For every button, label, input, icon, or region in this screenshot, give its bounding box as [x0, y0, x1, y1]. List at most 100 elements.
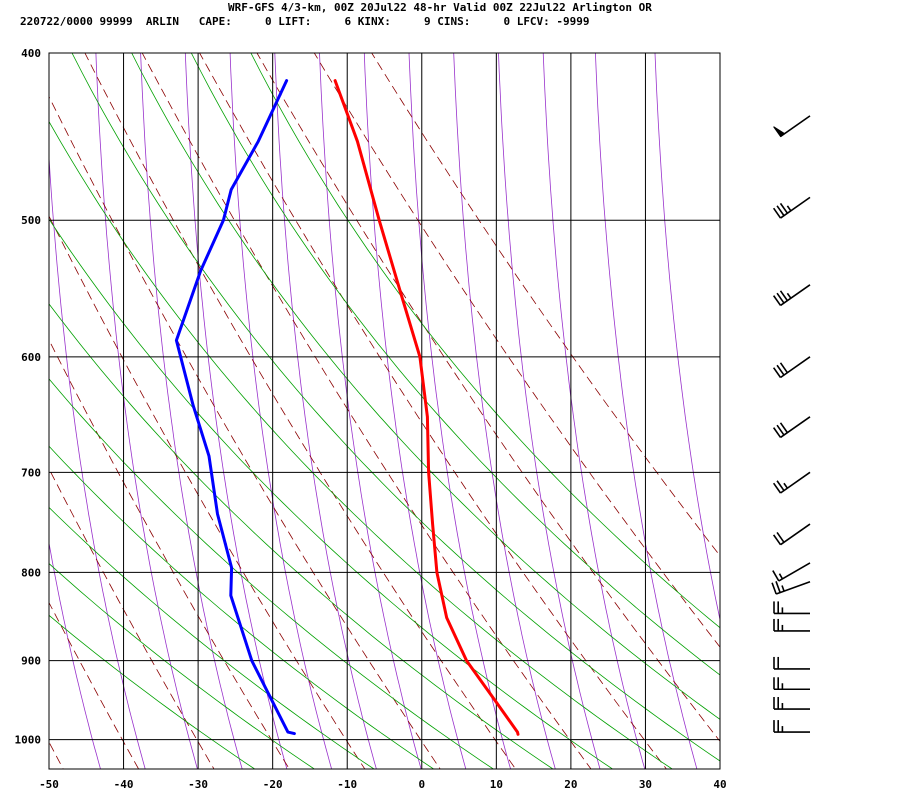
wind-barb: [773, 601, 810, 615]
wind-barb-pennant: [773, 126, 786, 138]
moist-adiabat-line: [49, 120, 673, 769]
wind-barb: [773, 697, 810, 710]
x-tick-label: 0: [418, 778, 425, 791]
wind-barb-half-flag: [786, 205, 792, 212]
wind-barb-half-flag: [786, 292, 792, 299]
wind-barb: [772, 471, 811, 494]
wind-barb-half-flag: [781, 585, 785, 592]
x-tick-label: 40: [713, 778, 726, 791]
mixing-ratio-line: [542, 53, 646, 769]
wind-barb: [772, 284, 811, 307]
y-tick-label: 600: [21, 351, 41, 364]
x-tick-label: -20: [263, 778, 283, 791]
dry-adiabat-line: [49, 215, 366, 769]
dry-adiabat-line: [141, 53, 592, 769]
wind-barb: [773, 677, 810, 691]
y-tick-label: 700: [21, 466, 41, 479]
mixing-ratio-line: [229, 53, 333, 769]
moist-adiabat-line: [71, 53, 720, 762]
x-tick-label: -30: [188, 778, 208, 791]
x-tick-label: -40: [114, 778, 134, 791]
wind-barb-flag: [776, 292, 785, 304]
mixing-ratio-line: [274, 53, 377, 769]
wind-barb: [773, 720, 810, 733]
dry-adiabat-line: [256, 53, 720, 742]
wind-barb: [773, 115, 811, 138]
wind-barb-half-flag: [778, 573, 784, 580]
wind-barb: [772, 416, 811, 439]
wind-barb-staff: [780, 471, 811, 494]
wind-barb-staff: [780, 356, 811, 379]
x-tick-label: -50: [39, 778, 59, 791]
dry-adiabat-line: [313, 53, 720, 648]
dry-adiabat-line: [49, 95, 441, 769]
mixing-ratio-line: [95, 53, 198, 769]
model-run-title: WRF-GFS 4/3-km, 00Z 20Jul22 48-hr Valid …: [228, 1, 652, 14]
sounding-indices-line: 220722/0000 99999 ARLIN CAPE: 0 LIFT: 6 …: [20, 15, 590, 28]
wind-barb: [771, 580, 811, 595]
x-tick-label: 10: [490, 778, 503, 791]
wind-barb-flag: [779, 290, 789, 302]
moist-adiabat-line: [250, 53, 720, 629]
wind-barb: [772, 196, 811, 219]
wind-barb-flag: [772, 367, 782, 378]
wind-barb-flag: [776, 364, 785, 376]
moist-adiabat-line: [49, 378, 495, 769]
wind-barb-flag: [776, 531, 785, 543]
wind-barb-flag: [776, 205, 785, 217]
dry-adiabat-line: [371, 53, 720, 557]
wind-barb-flag: [772, 207, 782, 219]
dry-adiabat-line: [49, 467, 215, 769]
x-tick-label: 30: [639, 778, 652, 791]
dry-adiabat-line: [49, 741, 64, 769]
wind-barb: [772, 523, 811, 546]
wind-barb-staff: [775, 580, 811, 595]
y-tick-label: 500: [21, 214, 41, 227]
wind-barb-column: [771, 115, 811, 733]
mixing-ratio-line: [363, 53, 467, 769]
mixing-ratio-line: [594, 53, 698, 769]
moist-adiabat-line: [49, 445, 435, 769]
wind-barb-flag: [771, 582, 777, 595]
temperature-line: [333, 79, 520, 736]
moist-adiabat-line: [49, 614, 256, 769]
moist-adiabat-line: [49, 506, 375, 769]
axis-layer: -50 -40 -30 -20 -10 0 10 20 30 40 400 500 600 700 800 9…: [15, 47, 727, 791]
moist-adiabat-line: [49, 563, 316, 769]
dry-adiabat-line: [199, 53, 667, 769]
y-tick-label: 900: [21, 655, 41, 668]
wind-barb: [773, 656, 810, 670]
x-tick-label: 20: [564, 778, 577, 791]
wind-barb-staff: [780, 416, 811, 439]
mixing-ratio-line: [453, 53, 556, 769]
wind-barb-half-flag: [783, 482, 789, 489]
wind-barb-flag: [779, 422, 789, 434]
dry-adiabat-line: [49, 339, 290, 769]
mixing-ratio-line: [49, 151, 146, 769]
mixing-ratio-line: [319, 53, 422, 769]
wind-barb: [773, 618, 810, 632]
wind-barb-flag: [772, 295, 782, 306]
mixing-ratio-line: [140, 53, 243, 769]
wind-barb-staff: [780, 115, 811, 138]
dewpoint-line: [174, 79, 296, 736]
wind-barb-flag: [779, 362, 789, 374]
wind-barb-flag: [772, 427, 782, 438]
mixing-ratio-line: [184, 53, 288, 769]
mixing-ratio-line: [498, 53, 601, 769]
moist-adiabat-line: [49, 218, 614, 769]
y-tick-label: 1000: [15, 734, 42, 747]
mixing-ratio-line: [49, 540, 101, 769]
grid-layer: [49, 53, 720, 769]
wind-barb: [772, 562, 811, 582]
wind-barb-flag: [772, 482, 782, 494]
moist-adiabat-line: [190, 53, 720, 676]
y-tick-label: 400: [21, 47, 41, 60]
moist-adiabat-line: [131, 53, 720, 720]
plot-frame: [48, 52, 721, 770]
wind-barb-flag: [772, 570, 780, 582]
wind-barb-flag: [772, 534, 782, 546]
wind-barb-flag: [776, 424, 785, 436]
wind-barb-flag: [776, 480, 785, 492]
